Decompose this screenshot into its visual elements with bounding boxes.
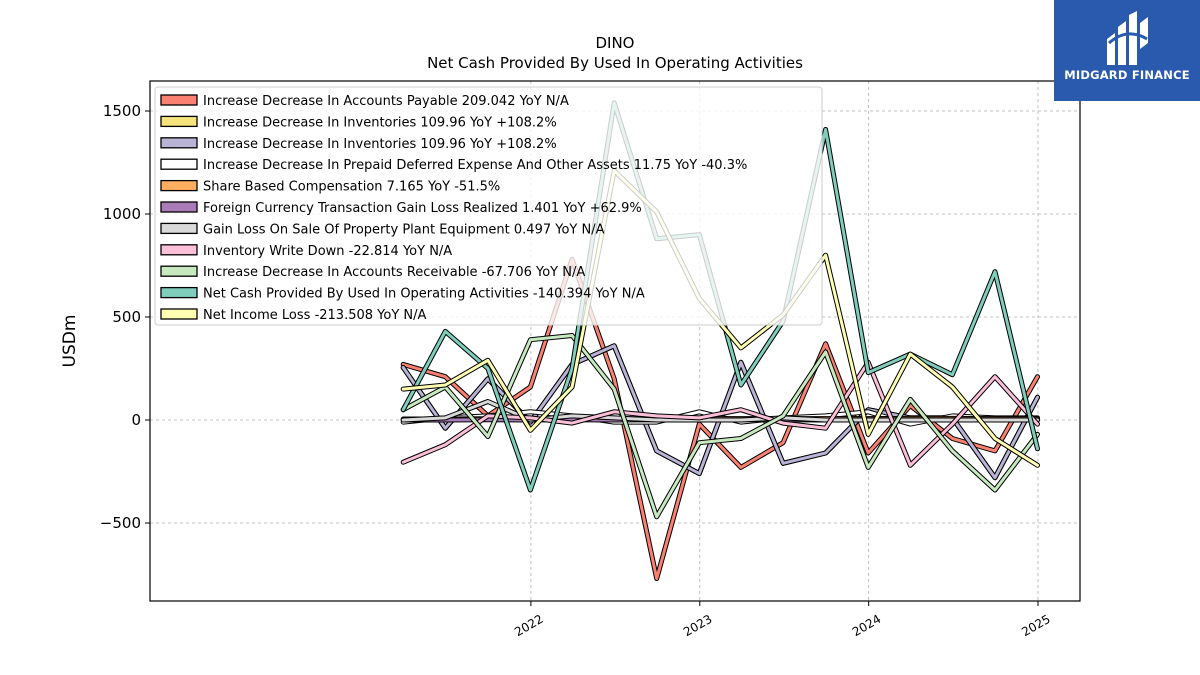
series-line-outline-8 <box>400 333 1040 520</box>
legend-swatch-4 <box>160 179 198 192</box>
y-tick-label: 1000 <box>103 205 141 223</box>
legend-label-7: Inventory Write Down -22.814 YoY N/A <box>203 244 452 259</box>
legend-swatch-2 <box>160 137 198 149</box>
legend: Increase Decrease In Accounts Payable 20… <box>154 86 823 326</box>
x-tick-label: 2024 <box>850 612 883 639</box>
x-tick-label: 2023 <box>681 612 714 639</box>
legend-label-6: Gain Loss On Sale Of Property Plant Equi… <box>203 222 605 237</box>
legend-label-8: Increase Decrease In Accounts Receivable… <box>203 265 585 280</box>
legend-label-9: Net Cash Provided By Used In Operating A… <box>203 287 645 302</box>
y-tick-label: −500 <box>100 514 141 532</box>
y-axis-label: USDm <box>60 315 80 368</box>
legend-label-10: Net Income Loss -213.508 YoY N/A <box>203 308 426 323</box>
x-tick-label: 2022 <box>512 612 545 639</box>
legend-swatch-9 <box>160 286 198 299</box>
logo-text: MIDGARD FINANCE <box>1064 68 1190 82</box>
x-tick-label: 2025 <box>1019 612 1052 639</box>
legend-box <box>154 86 823 326</box>
legend-swatch-0 <box>160 94 198 106</box>
legend-swatch-3 <box>160 158 198 170</box>
legend-swatch-1 <box>160 115 198 128</box>
y-tick-label: 0 <box>131 411 141 429</box>
series-line-8 <box>401 334 1039 519</box>
brand-logo: MIDGARD FINANCE <box>1054 0 1200 101</box>
legend-label-0: Increase Decrease In Accounts Payable 20… <box>203 94 569 109</box>
legend-label-2: Increase Decrease In Inventories 109.96 … <box>203 137 557 152</box>
y-tick-label: 500 <box>112 308 141 326</box>
legend-swatch-5 <box>160 201 198 213</box>
chart-title: DINO <box>595 34 634 52</box>
legend-label-4: Share Based Compensation 7.165 YoY -51.5… <box>203 180 500 195</box>
series-lines <box>400 100 1040 582</box>
y-tick-label: 1500 <box>103 102 141 120</box>
plot-frame <box>149 80 1081 602</box>
chart-subtitle: Net Cash Provided By Used In Operating A… <box>427 54 803 72</box>
series-line-7 <box>401 360 1039 467</box>
legend-label-3: Increase Decrease In Prepaid Deferred Ex… <box>203 158 747 173</box>
logo-mark-icon <box>1107 11 1148 65</box>
series-line-6 <box>401 400 1039 422</box>
legend-swatch-7 <box>160 244 198 256</box>
legend-label-1: Increase Decrease In Inventories 109.96 … <box>203 115 557 130</box>
legend-swatch-10 <box>160 308 198 320</box>
legend-swatch-8 <box>160 265 198 277</box>
legend-swatch-6 <box>160 222 198 235</box>
legend-label-5: Foreign Currency Transaction Gain Loss R… <box>203 201 642 216</box>
